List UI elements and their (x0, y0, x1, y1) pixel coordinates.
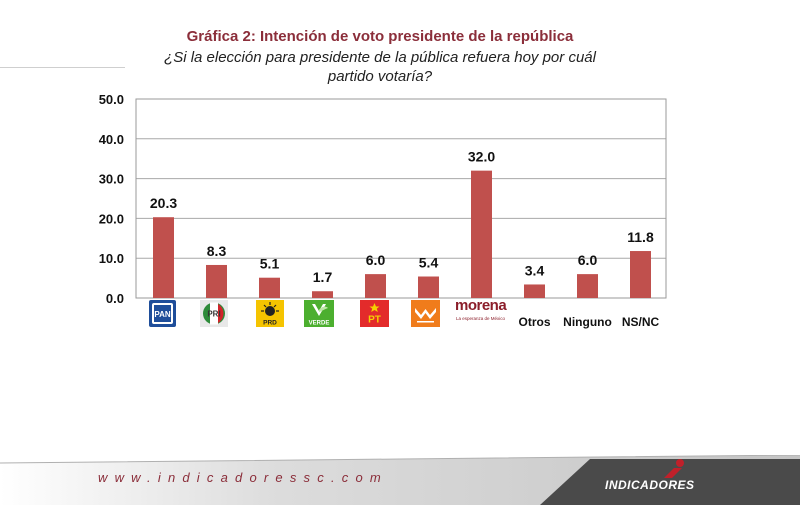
brand-logo: INDICADORES (605, 478, 695, 492)
value-label: 20.3 (150, 195, 177, 211)
mc-logo (411, 300, 440, 327)
pt-logo: PT (360, 300, 389, 327)
y-tick-label: 40.0 (99, 132, 124, 147)
prd-logo: PRD (256, 300, 284, 327)
x-tick-labels: Otros Ninguno NS/NC (518, 315, 659, 329)
chart-title: Gráfica 2: Intención de voto presidente … (186, 28, 574, 45)
value-label: 8.3 (207, 243, 227, 259)
value-label: 1.7 (313, 269, 333, 285)
brand-mark-icon (664, 459, 684, 478)
pan-logo: PAN (149, 300, 176, 327)
footer-band (0, 455, 800, 505)
x-tick-label: Otros (518, 315, 550, 329)
pri-logo: PRI (200, 300, 228, 327)
bar-verde (312, 291, 333, 298)
svg-text:PRD: PRD (263, 320, 277, 327)
bar-mc (418, 276, 439, 298)
svg-text:PT: PT (368, 315, 381, 326)
value-labels: 20.3 8.3 5.1 1.7 6.0 5.4 32.0 3.4 6.0 11.8 (150, 149, 654, 286)
bar-prd (259, 277, 280, 298)
svg-text:morena: morena (455, 297, 507, 314)
svg-text:PRI: PRI (207, 310, 220, 319)
value-label: 6.0 (578, 252, 598, 268)
bar-ninguno (577, 274, 598, 298)
value-label: 5.4 (419, 255, 439, 271)
x-tick-label: Ninguno (563, 315, 612, 329)
bar-ns-nc (630, 251, 651, 298)
bars (153, 170, 651, 298)
value-label: 32.0 (468, 149, 495, 165)
y-tick-label: 50.0 (99, 92, 124, 107)
x-tick-label: NS/NC (622, 315, 660, 329)
bar-chart: 0.0 10.0 20.0 30.0 40.0 50.0 20.3 8.3 5.1 1.7 6.0… (99, 92, 667, 329)
y-tick-label: 10.0 (99, 251, 124, 266)
bar-pt (365, 274, 386, 298)
value-label: 6.0 (366, 252, 386, 268)
svg-text:VERDE: VERDE (309, 321, 330, 327)
verde-logo: VERDE (304, 300, 334, 327)
bar-pri (206, 264, 227, 298)
y-tick-labels: 0.0 10.0 20.0 30.0 40.0 50.0 (99, 92, 124, 306)
bar-otros (524, 284, 545, 298)
divider-line (0, 67, 125, 68)
bar-pan (153, 217, 174, 298)
footer-url[interactable]: www.indicadoressc.com (98, 470, 388, 485)
y-tick-label: 20.0 (99, 211, 124, 226)
bar-morena (471, 170, 492, 298)
value-label: 5.1 (260, 256, 280, 272)
plot-area-border (135, 98, 667, 299)
svg-text:La esperanza de México: La esperanza de México (456, 316, 506, 321)
morena-logo: morena La esperanza de México (455, 297, 508, 321)
value-label: 3.4 (525, 262, 545, 278)
value-label: 11.8 (627, 229, 654, 245)
y-tick-label: 30.0 (99, 172, 124, 187)
svg-text:PAN: PAN (154, 310, 171, 319)
chart-subtitle: ¿Si la elección para presidente de la pú… (164, 49, 596, 85)
y-tick-label: 0.0 (106, 291, 124, 306)
